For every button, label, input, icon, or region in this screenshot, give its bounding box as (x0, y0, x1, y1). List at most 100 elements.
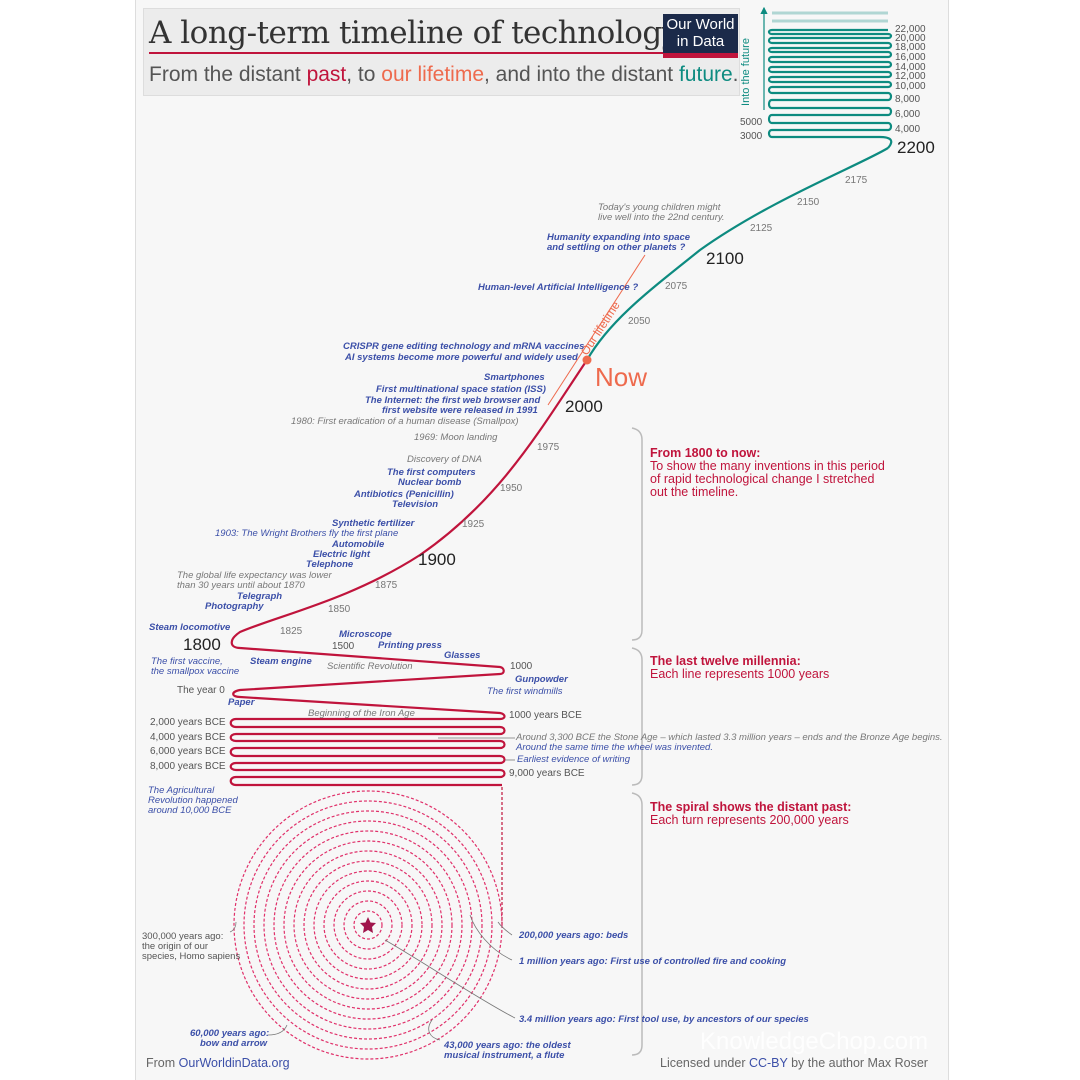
year-tick: 2175 (845, 175, 868, 186)
tick: 18,000 (895, 42, 926, 53)
event-label: Steam locomotive (149, 622, 231, 633)
event-label: Gunpowder (515, 674, 568, 685)
event-label: Telephone (306, 559, 354, 570)
tick: 14,000 (895, 62, 926, 73)
event-label: 1969: Moon landing (414, 432, 498, 443)
tick: 3000 (740, 131, 763, 142)
subtitle-text: , and into the distant (484, 63, 679, 86)
note-body: of rapid technological change I stretche… (650, 472, 875, 486)
year-tick: 1875 (375, 580, 398, 591)
event-label: the origin of our (142, 941, 209, 952)
now-marker (582, 355, 592, 365)
event-label: 60,000 years ago: (190, 1028, 270, 1039)
license-post: by the author Max Roser (787, 1056, 928, 1070)
year-tick: 4,000 years BCE (150, 732, 226, 743)
tick: 16,000 (895, 52, 926, 63)
future-zigzag-faded (772, 11, 888, 23)
year-1900: 1900 (418, 550, 456, 569)
event-label: 43,000 years ago: the oldest (444, 1040, 571, 1051)
event-label: Paper (228, 697, 255, 708)
event-label: live well into the 22nd century. (598, 212, 725, 223)
footer-source: From OurWorldinData.org (146, 1056, 290, 1070)
event-label: The first vaccine, (151, 656, 223, 667)
year-tick: 1950 (500, 483, 523, 494)
year-tick: 1500 (332, 641, 355, 652)
year-tick: 2,000 years BCE (150, 717, 226, 728)
year-tick: 9,000 years BCE (509, 768, 585, 779)
note-body: Each line represents 1000 years (650, 667, 830, 681)
event-label: around 10,000 BCE (148, 805, 232, 816)
event-label: 1 million years ago: First use of contro… (519, 956, 787, 967)
event-label: First multinational space station (ISS) (376, 384, 546, 395)
event-label: The first windmills (487, 686, 563, 697)
watermark: KnowledgeChop.com (700, 1028, 929, 1055)
year-tick: 1000 (510, 661, 533, 672)
event-label: 200,000 years ago: beds (519, 930, 629, 941)
year-tick: 1850 (328, 604, 351, 615)
tick: 10,000 (895, 81, 926, 92)
event-label: The Agricultural (148, 785, 215, 796)
subtitle-past: past (306, 63, 347, 86)
owid-link[interactable]: OurWorldinData.org (178, 1056, 290, 1070)
event-label: Earliest evidence of writing (517, 754, 630, 765)
event-label: Automobile (332, 539, 385, 550)
future-zigzag (767, 28, 893, 149)
subtitle-lifetime: our lifetime (381, 63, 484, 86)
year-tick: The year 0 (177, 685, 225, 696)
event-label: 1980: First eradication of a human disea… (291, 416, 519, 427)
year-tick: 2125 (750, 223, 773, 234)
event-label: Microscope (339, 629, 392, 640)
event-label: Around 3,300 BCE the Stone Age – which l… (516, 732, 943, 743)
footer-from: From (146, 1056, 179, 1070)
tick: 20,000 (895, 33, 926, 44)
year-tick: 8,000 years BCE (150, 761, 226, 772)
note-heading: The last twelve millennia: (650, 654, 801, 668)
modern-curve (230, 359, 588, 650)
year-1800: 1800 (183, 635, 221, 654)
year-tick: 2050 (628, 316, 651, 327)
event-label: Glasses (444, 650, 481, 661)
year-tick: 1825 (280, 626, 303, 637)
year-2000: 2000 (565, 397, 603, 416)
future-axis-label: Into the future (739, 38, 752, 106)
owid-logo[interactable]: Our World in Data (663, 14, 738, 58)
tick: 22,000 (895, 24, 926, 35)
subtitle-future: future (678, 63, 733, 86)
tick: 4,000 (895, 124, 921, 135)
event-label: than 30 years until about 1870 (177, 580, 305, 591)
license-link[interactable]: CC-BY (748, 1056, 788, 1070)
year-tick: 6,000 years BCE (150, 746, 226, 757)
event-label: Scientific Revolution (327, 661, 413, 672)
event-label: and settling on other planets ? (547, 242, 686, 253)
spiral (233, 790, 503, 1060)
event-label: 3.4 million years ago: First tool use, b… (519, 1014, 809, 1025)
star-icon (360, 917, 376, 933)
event-label: CRISPR gene editing technology and mRNA … (343, 341, 585, 352)
event-label: The first computers (387, 467, 476, 478)
event-label: Synthetic fertilizer (332, 518, 415, 529)
note-body: Each turn represents 200,000 years (650, 813, 849, 827)
event-label: Photography (205, 601, 264, 612)
event-label: Printing press (378, 640, 442, 651)
event-label: first website were released in 1991 (382, 405, 538, 416)
infographic-panel (135, 0, 949, 1080)
subtitle: From the distant past, to our lifetime, … (149, 62, 739, 88)
event-label: species, Homo sapiens (142, 951, 241, 962)
event-label: Human-level Artificial Intelligence ? (478, 282, 639, 293)
event-label: Beginning of the Iron Age (308, 708, 415, 719)
annotation-arrows (229, 737, 516, 1041)
year-2100: 2100 (706, 249, 744, 268)
note-body: To show the many inventions in this peri… (650, 459, 885, 473)
section-brackets (631, 427, 643, 1056)
note-heading: The spiral shows the distant past: (650, 800, 852, 814)
event-label: AI systems become more powerful and wide… (345, 352, 578, 363)
millennia-zigzag (229, 646, 506, 787)
future-curve (586, 147, 889, 361)
page-title: A long-term timeline of technology (149, 14, 679, 54)
subtitle-text: . (732, 63, 739, 86)
event-label: The global life expectancy was lower (177, 570, 332, 581)
event-label: Telegraph (237, 591, 283, 602)
tick: 12,000 (895, 71, 926, 82)
license-pre: Licensed under (660, 1056, 749, 1070)
event-label: Steam engine (250, 656, 312, 667)
